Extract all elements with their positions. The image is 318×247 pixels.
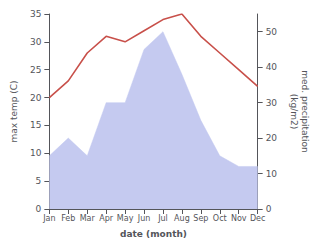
svg-text:Sep: Sep bbox=[193, 214, 208, 223]
svg-text:Apr: Apr bbox=[99, 214, 114, 223]
svg-text:Oct: Oct bbox=[213, 214, 227, 223]
svg-text:10: 10 bbox=[30, 148, 42, 158]
svg-text:0: 0 bbox=[36, 204, 42, 214]
svg-text:20: 20 bbox=[266, 133, 278, 143]
svg-text:30: 30 bbox=[30, 37, 42, 47]
svg-text:Feb: Feb bbox=[61, 214, 75, 223]
svg-text:Jan: Jan bbox=[42, 214, 55, 223]
svg-text:Nov: Nov bbox=[231, 214, 247, 223]
svg-text:Jun: Jun bbox=[137, 214, 151, 223]
svg-text:Dec: Dec bbox=[250, 214, 265, 223]
svg-text:0: 0 bbox=[266, 204, 272, 214]
svg-text:Aug: Aug bbox=[174, 214, 190, 223]
svg-text:max temp (C): max temp (C) bbox=[9, 80, 19, 142]
svg-text:25: 25 bbox=[30, 65, 41, 75]
svg-text:15: 15 bbox=[30, 120, 41, 130]
svg-text:5: 5 bbox=[36, 176, 42, 186]
svg-text:med. precipitation: med. precipitation bbox=[300, 70, 310, 152]
svg-text:40: 40 bbox=[266, 62, 278, 72]
svg-text:50: 50 bbox=[266, 27, 278, 37]
svg-text:20: 20 bbox=[30, 93, 42, 103]
svg-text:(kg/m2): (kg/m2) bbox=[289, 94, 299, 129]
svg-text:30: 30 bbox=[266, 98, 278, 108]
svg-text:35: 35 bbox=[30, 9, 41, 19]
svg-text:Jul: Jul bbox=[157, 214, 168, 223]
svg-text:May: May bbox=[117, 214, 134, 223]
svg-text:10: 10 bbox=[266, 169, 278, 179]
svg-text:date (month): date (month) bbox=[120, 229, 187, 239]
svg-text:Mar: Mar bbox=[80, 214, 96, 223]
